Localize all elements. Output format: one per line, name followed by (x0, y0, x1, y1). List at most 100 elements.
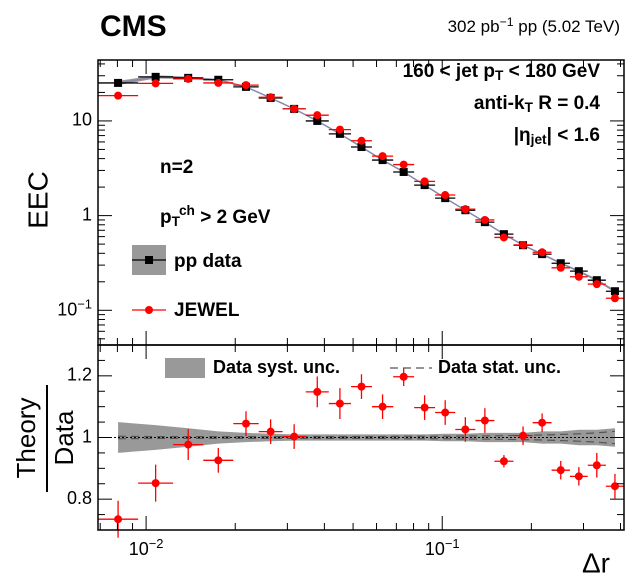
x-tick-label: 10−2 (129, 536, 164, 559)
annotation-part: > 2 GeV (195, 207, 271, 228)
data-point (399, 372, 408, 381)
annotation-part: | < 1.6 (547, 125, 600, 146)
data-point (574, 267, 583, 276)
annotation-part: T (172, 214, 181, 229)
data-point (357, 382, 366, 391)
data-point (151, 479, 160, 488)
y-tick-label: 0.8 (67, 488, 92, 508)
data-point (241, 419, 250, 428)
annotation-part: T (495, 68, 504, 83)
data-point (357, 136, 366, 145)
legend-label: Data stat. unc. (438, 357, 561, 377)
lumi-part: pp (5.02 TeV) (514, 17, 620, 36)
data-point (538, 418, 547, 427)
y-axis-label: Theory (11, 398, 41, 479)
data-point (241, 81, 250, 90)
y-axis-label: Data (49, 410, 79, 465)
data-point (610, 294, 619, 303)
x-tick-label-base: 10 (129, 539, 149, 559)
data-point (420, 403, 429, 412)
data-point (441, 408, 450, 417)
y-tick-label: 10−1 (57, 296, 92, 319)
data-point (499, 233, 508, 242)
data-point (313, 111, 322, 120)
data-point (313, 387, 322, 396)
y-tick-label-sup: −1 (77, 296, 92, 311)
data-point (556, 259, 565, 268)
data-point (114, 91, 123, 100)
data-point (480, 416, 489, 425)
data-point (538, 248, 547, 257)
legend-band (165, 358, 205, 378)
data-point (610, 287, 619, 296)
data-point (335, 129, 344, 138)
annotation-part: n=2 (160, 157, 193, 178)
x-tick-label-sup: −1 (445, 536, 460, 551)
data-point (357, 143, 366, 152)
data-point (480, 215, 489, 224)
annotation-part: < 180 GeV (503, 61, 600, 82)
annotation-part: jet (530, 132, 547, 147)
lumi-part: −1 (500, 15, 514, 29)
data-point (378, 152, 387, 161)
data-point (290, 432, 299, 441)
annotation: pTch > 2 GeV (160, 203, 271, 228)
annotation: |ηjet| < 1.6 (514, 125, 600, 147)
data-point (519, 240, 528, 249)
data-point (399, 167, 408, 176)
annotation: 160 < jet pT < 180 GeV (403, 61, 601, 83)
data-point (574, 272, 583, 281)
data-point (313, 116, 322, 125)
stat-line (118, 430, 615, 438)
data-point (610, 482, 619, 491)
data-point (592, 280, 601, 289)
stat-line (118, 437, 615, 445)
experiment: CMS (100, 10, 167, 43)
legend-label: JEWEL (174, 300, 240, 321)
legend-marker (145, 306, 153, 314)
data-point (461, 205, 470, 214)
data-point (399, 160, 408, 169)
data-point (266, 427, 275, 436)
data-point (290, 104, 299, 113)
data-point (420, 177, 429, 186)
data-point (461, 425, 470, 434)
x-tick-label-sup: −2 (149, 536, 164, 551)
annotation-part: R = 0.4 (533, 93, 600, 114)
data-point (574, 472, 583, 481)
legend-marker (145, 256, 153, 264)
data-point (266, 93, 275, 102)
y-tick-label-base: 10 (57, 299, 77, 319)
x-tick-label: 10−1 (425, 536, 460, 559)
data-point (151, 79, 160, 88)
y-tick-label: 1 (82, 426, 92, 446)
annotation-part: T (525, 100, 534, 115)
y-tick-label: 1.2 (67, 365, 92, 385)
y-axis-label: EEC (22, 171, 53, 229)
lumi: 302 pb−1 pp (5.02 TeV) (448, 15, 620, 37)
annotation-part: anti-k (474, 93, 525, 114)
data-point (378, 402, 387, 411)
data-point (556, 466, 565, 475)
y-tick-label: 1 (82, 204, 92, 224)
data-point (556, 263, 565, 272)
y-tick-label: 10 (72, 110, 92, 130)
data-point (592, 461, 601, 470)
annotation: n=2 (160, 157, 193, 178)
data-point (151, 72, 160, 81)
data-point (114, 78, 123, 87)
annotation-part: |η (514, 125, 531, 146)
annotation-part: p (160, 207, 172, 228)
annotation-part: 160 < jet p (403, 61, 495, 82)
data-point (184, 440, 193, 449)
data-point (335, 399, 344, 408)
data-point (214, 456, 223, 465)
x-tick-label-base: 10 (425, 539, 445, 559)
data-point (499, 457, 508, 466)
data-point (114, 515, 123, 524)
lumi-part: 302 pb (448, 17, 500, 36)
data-point (184, 74, 193, 83)
data-point (214, 78, 223, 87)
legend-label: pp data (174, 251, 242, 272)
